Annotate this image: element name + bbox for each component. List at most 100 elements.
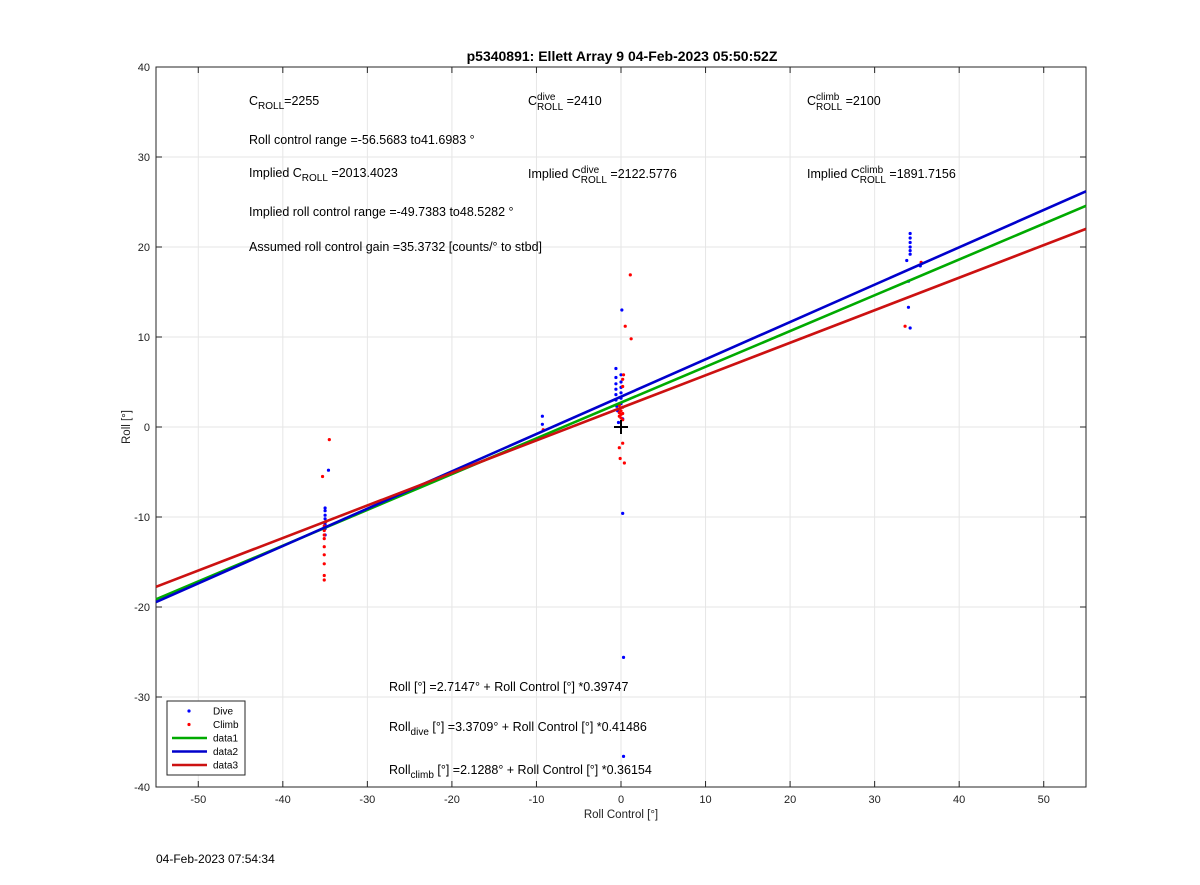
climb-point (322, 545, 326, 549)
dive-point (614, 375, 618, 380)
fit-equation-climb: Rollclimb [°] =2.1288° + Roll Control [°… (389, 763, 652, 781)
dive-point (621, 655, 626, 660)
dive-point (616, 420, 621, 425)
climb-point (621, 411, 625, 416)
climb-point (617, 446, 621, 450)
dive-point (908, 252, 912, 256)
roll-control-gain-label: Assumed roll control gain =35.3732 [coun… (249, 240, 542, 254)
dive-point (619, 391, 623, 395)
dive-point (621, 511, 625, 515)
dive-point (614, 366, 618, 371)
dive-point (619, 380, 623, 384)
climb-point (621, 384, 625, 389)
dive-point (614, 382, 618, 386)
climb-point (619, 409, 623, 413)
y-tick-label: 40 (138, 62, 150, 74)
fit-equation-all: Roll [°] =2.7147° + Roll Control [°] *0.… (389, 680, 628, 694)
climb-point (621, 373, 626, 377)
x-tick-label: -10 (529, 794, 545, 806)
climb-point (322, 533, 326, 537)
x-tick-label: 0 (618, 794, 624, 806)
x-axis-label: Roll Control [°] (584, 809, 658, 821)
chart-title: p5340891: Ellett Array 9 04-Feb-2023 05:… (467, 48, 778, 64)
x-tick-label: -50 (190, 794, 206, 806)
y-tick-label: 30 (138, 152, 150, 164)
data2-fit-line (155, 190, 1087, 604)
dive-point (619, 373, 623, 377)
roll-control-range-label: Roll control range =-56.5683 to41.6983 ° (249, 133, 475, 147)
y-tick-label: -40 (134, 782, 150, 794)
legend: Dive Climb data1 data2 data3 (166, 700, 246, 776)
dive-point (908, 245, 912, 249)
y-tick-label: -10 (134, 512, 150, 524)
dive-point (326, 468, 331, 472)
implied-roll-range-label: Implied roll control range =-49.7383 to4… (249, 205, 514, 219)
climb-point (623, 324, 627, 328)
fit-equation-dive: Rolldive [°] =3.3709° + Roll Control [°]… (389, 720, 647, 738)
x-tick-label: -40 (275, 794, 291, 806)
climb-point (322, 578, 326, 582)
dive-point (323, 509, 327, 513)
legend-climb-marker (187, 722, 191, 727)
footer-timestamp: 04-Feb-2023 07:54:34 (156, 852, 275, 866)
fit-lines (155, 190, 1087, 604)
climb-point (322, 553, 326, 557)
legend-dive-marker (187, 709, 191, 713)
x-tick-label: -30 (359, 794, 375, 806)
dive-point (540, 422, 544, 426)
climb-point (322, 537, 326, 541)
c-roll-climb-label: Cclimb ROLL =2100 (807, 92, 881, 113)
climb-point (621, 377, 625, 381)
c-roll-label: CROLL=2255 (249, 94, 319, 112)
climb-point (621, 441, 625, 445)
dive-point (614, 387, 618, 391)
dive-point (908, 326, 912, 330)
x-tick-label: -20 (444, 794, 460, 806)
climb-point (618, 456, 622, 461)
x-tick-label: 30 (869, 794, 881, 806)
implied-c-roll-climb-label: Implied Cclimb ROLL =1891.7156 (807, 165, 956, 186)
y-axis-label: Roll [°] (121, 410, 133, 444)
climb-point (320, 474, 325, 479)
climb-point (903, 324, 907, 328)
implied-c-roll-dive-label: Implied Cdive ROLL =2122.5776 (528, 165, 677, 186)
dive-point (323, 517, 327, 521)
dive-point (905, 258, 909, 263)
x-tick-label: 20 (784, 794, 796, 806)
y-tick-label: 10 (138, 332, 150, 344)
dive-point (323, 506, 327, 510)
dive-point (908, 231, 912, 236)
data3-fit-line (155, 227, 1087, 589)
c-roll-dive-label: Cdive ROLL =2410 (528, 92, 602, 113)
climb-point (628, 273, 632, 277)
legend-label: data1 (213, 734, 238, 745)
climb-point (322, 562, 326, 566)
y-tick-label: 0 (144, 422, 150, 434)
climb-point (622, 461, 626, 465)
axis-ticks: -50 -40 -30 -20 -10 0 10 20 30 40 50 -40 -30 -20 -10 0 1… (134, 62, 1086, 806)
dive-point (620, 308, 624, 312)
y-tick-label: -20 (134, 602, 150, 614)
dive-point (908, 240, 912, 245)
implied-c-roll-label: Implied CROLL =2013.4023 (249, 166, 398, 184)
dive-point (614, 393, 618, 397)
legend-label: data3 (213, 761, 238, 772)
x-tick-label: 40 (953, 794, 965, 806)
annotations: CROLL=2255 Cdive ROLL =2410 Cclimb ROLL =210… (249, 92, 956, 781)
y-tick-label: 20 (138, 242, 150, 254)
x-tick-label: 10 (699, 794, 711, 806)
climb-point (629, 337, 633, 341)
legend-label: data2 (213, 747, 238, 758)
climb-point (327, 438, 331, 442)
dive-point (908, 249, 912, 253)
center-marker (614, 420, 628, 434)
legend-label: Dive (213, 707, 233, 718)
dive-point (323, 513, 327, 517)
climb-point (322, 573, 326, 578)
legend-label: Climb (213, 720, 239, 731)
dive-point (621, 754, 626, 759)
dive-point (908, 236, 912, 240)
dive-point (906, 305, 911, 309)
dive-point (540, 414, 544, 418)
